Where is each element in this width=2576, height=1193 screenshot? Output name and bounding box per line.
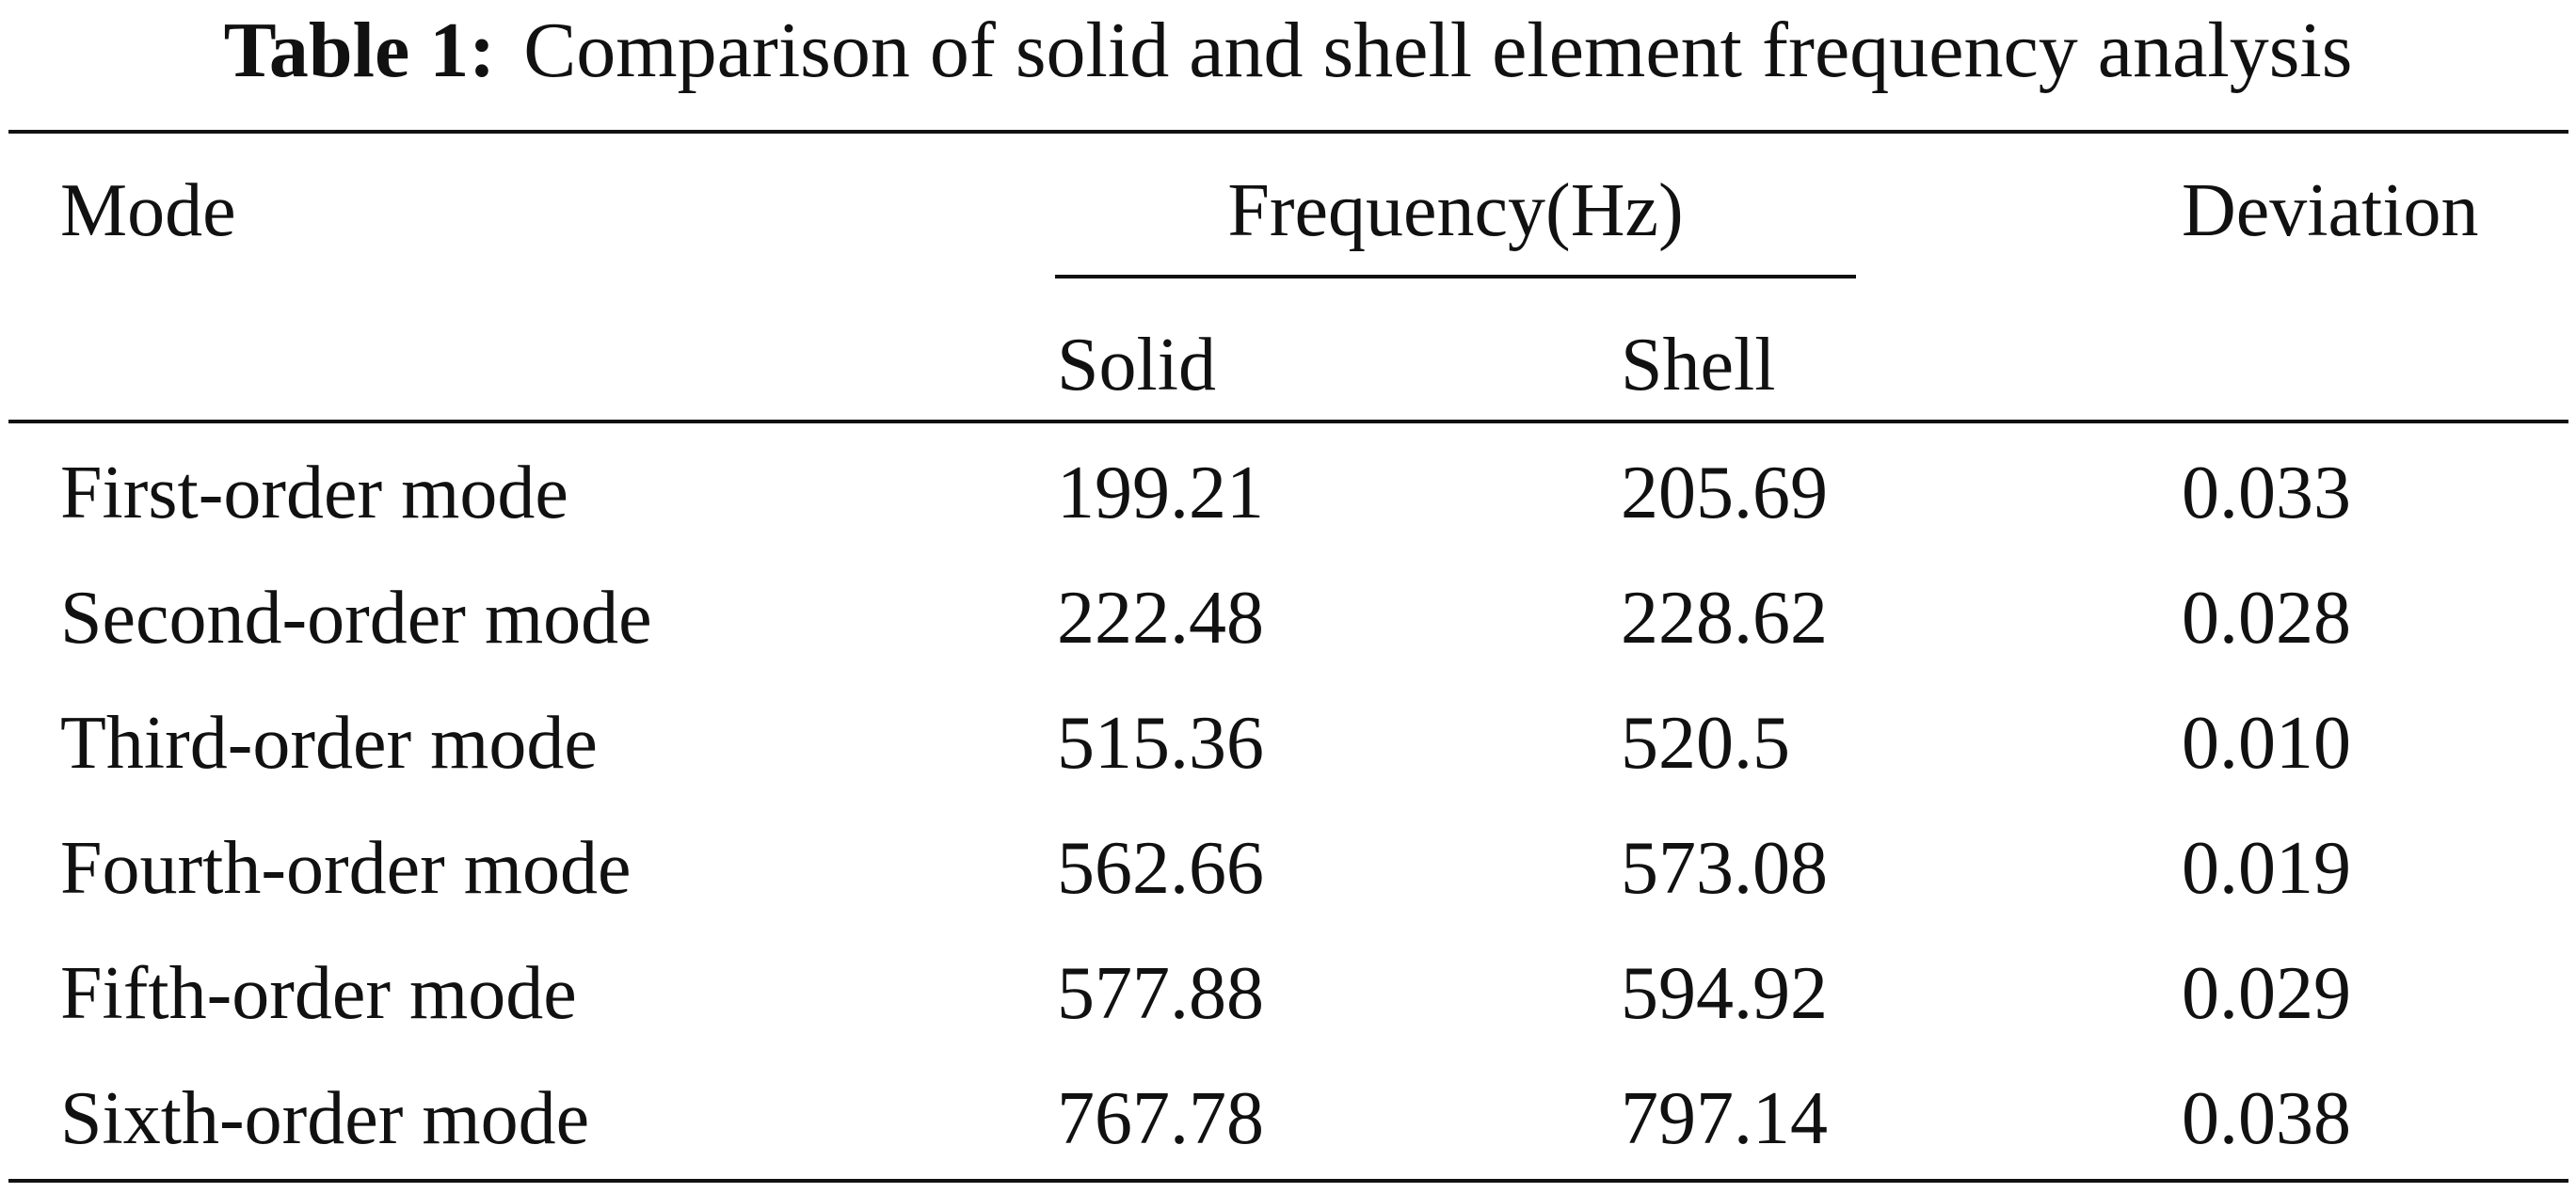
header-frequency: Frequency(Hz) xyxy=(1227,169,1684,252)
cell-shell: 797.14 xyxy=(1621,1077,1828,1160)
cell-mode: Fourth-order mode xyxy=(60,827,632,910)
cell-deviation: 0.029 xyxy=(2182,952,2351,1035)
header-solid: Solid xyxy=(1057,324,1216,406)
header-shell: Shell xyxy=(1621,324,1776,406)
cell-solid: 222.48 xyxy=(1057,577,1264,660)
cell-deviation: 0.019 xyxy=(2182,827,2351,910)
cell-mode: First-order mode xyxy=(60,452,568,534)
header-deviation: Deviation xyxy=(2182,169,2479,252)
cell-shell: 205.69 xyxy=(1621,452,1828,534)
cell-mode: Fifth-order mode xyxy=(60,952,577,1035)
cell-mode: Third-order mode xyxy=(60,702,598,785)
cell-solid: 767.78 xyxy=(1057,1077,1264,1160)
cell-shell: 594.92 xyxy=(1621,952,1828,1035)
cell-deviation: 0.028 xyxy=(2182,577,2351,660)
top-rule xyxy=(8,130,2568,134)
header-rule xyxy=(8,420,2568,423)
frequency-span-rule xyxy=(1055,275,1856,278)
cell-shell: 228.62 xyxy=(1621,577,1828,660)
cell-shell: 573.08 xyxy=(1621,827,1828,910)
caption-label: Table 1: xyxy=(223,7,496,94)
table-caption: Table 1: Comparison of solid and shell el… xyxy=(0,4,2576,98)
cell-solid: 199.21 xyxy=(1057,452,1264,534)
cell-deviation: 0.033 xyxy=(2182,452,2351,534)
header-mode: Mode xyxy=(60,169,236,252)
cell-solid: 515.36 xyxy=(1057,702,1264,785)
cell-solid: 577.88 xyxy=(1057,952,1264,1035)
cell-deviation: 0.010 xyxy=(2182,702,2351,785)
cell-solid: 562.66 xyxy=(1057,827,1264,910)
cell-mode: Sixth-order mode xyxy=(60,1077,590,1160)
cell-shell: 520.5 xyxy=(1621,702,1790,785)
bottom-rule xyxy=(8,1179,2568,1183)
cell-deviation: 0.038 xyxy=(2182,1077,2351,1160)
caption-text: Comparison of solid and shell element fr… xyxy=(523,7,2353,94)
cell-mode: Second-order mode xyxy=(60,577,652,660)
